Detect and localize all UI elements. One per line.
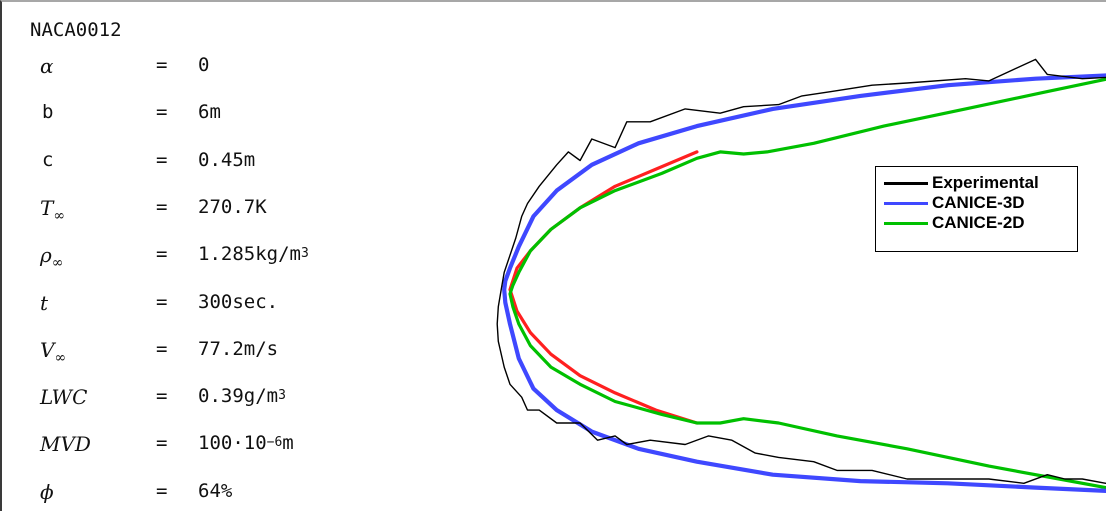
param-value: 6m [198, 101, 221, 123]
parameter-list: α = 0 b = 6m c = 0.45m T∞ = 270.7K ρ∞ = 1.285kg/m3 t = 30… [2, 2, 482, 511]
legend-swatch-canice-3d [884, 202, 928, 205]
param-symbol-text: ρ [40, 243, 52, 268]
param-value-text: 100·10 [198, 432, 267, 455]
chart-title: NACA0012 [30, 19, 122, 41]
param-value-tail: m [282, 432, 294, 455]
series-line-experimental [496, 58, 1106, 484]
legend-entry-canice-2d: CANICE-2D [876, 213, 1077, 233]
param-symbol: ρ∞ [40, 243, 63, 271]
param-symbol: α [40, 54, 54, 78]
param-value: 270.7K [198, 196, 267, 218]
param-symbol: MVD [40, 432, 91, 456]
legend-label-canice-3d: CANICE-3D [932, 193, 1025, 212]
param-equals: = [156, 290, 168, 313]
param-value-text: 270.7K [198, 195, 267, 218]
param-symbol: V∞ [40, 337, 66, 366]
param-value: 300sec. [198, 291, 278, 313]
param-symbol-text: MVD [40, 432, 91, 457]
param-row: b = 6m [2, 101, 482, 131]
param-symbol: b [42, 101, 53, 123]
param-value-text: 77.2m/s [198, 337, 279, 360]
param-symbol: t [40, 291, 48, 315]
legend-swatch-canice-2d [884, 222, 928, 225]
param-value: 0 [198, 54, 209, 76]
series-line-reference [508, 150, 699, 425]
legend-label-canice-2d: CANICE-2D [932, 213, 1025, 232]
param-value-text: 0.39g/m [198, 385, 279, 408]
param-value: 0.39g/m3 [198, 385, 286, 407]
param-symbol: LWC [40, 385, 87, 409]
param-equals: = [156, 148, 168, 171]
series-line-canice-3d [502, 73, 1106, 493]
param-symbol-text: V [40, 337, 55, 362]
param-value-text: 6m [198, 101, 221, 124]
param-value-superscript: 3 [300, 246, 309, 262]
param-symbol: ϕ [40, 480, 54, 504]
param-symbol-text: b [42, 101, 54, 124]
param-value: 1.285kg/m3 [198, 243, 309, 265]
legend-label-experimental: Experimental [932, 173, 1039, 192]
param-value: 100·10−6m [198, 432, 294, 454]
param-equals: = [156, 432, 168, 455]
param-row: α = 0 [2, 54, 482, 84]
param-value-superscript: −6 [266, 435, 283, 451]
param-value-superscript: 3 [278, 388, 286, 404]
param-equals: = [156, 243, 168, 266]
param-symbol-text: LWC [40, 385, 88, 410]
param-row: ρ∞ = 1.285kg/m3 [2, 243, 482, 273]
series-line-canice-2d [508, 77, 1106, 490]
param-symbol-subscript: ∞ [54, 349, 67, 366]
chart-legend: Experimental CANICE-3D CANICE-2D [875, 166, 1078, 252]
param-row: LWC = 0.39g/m3 [2, 385, 482, 415]
param-equals: = [156, 479, 168, 502]
param-row: t = 300sec. [2, 291, 482, 321]
legend-swatch-experimental [884, 182, 928, 185]
param-value-text: 0.45m [198, 148, 256, 171]
legend-entry-canice-3d: CANICE-3D [876, 193, 1077, 213]
param-row: c = 0.45m [2, 149, 482, 179]
param-symbol-text: α [40, 54, 54, 78]
param-symbol: T∞ [40, 195, 65, 224]
param-row: T∞ = 270.7K [2, 196, 482, 226]
param-symbol-text: T [40, 195, 54, 220]
param-symbol-text: c [42, 148, 54, 171]
param-value-text: 0 [198, 54, 210, 76]
param-value-text: 64% [198, 479, 233, 502]
param-value-text: 300sec. [198, 290, 279, 313]
param-row: ϕ = 64% [2, 480, 482, 510]
param-row: V∞ = 77.2m/s [2, 338, 482, 368]
param-value: 0.45m [198, 149, 255, 171]
legend-entry-experimental: Experimental [876, 173, 1077, 193]
param-symbol-subscript: ∞ [51, 255, 64, 272]
param-value: 77.2m/s [198, 338, 278, 360]
param-equals: = [156, 385, 168, 408]
param-symbol-text: t [40, 290, 49, 315]
param-equals: = [156, 195, 168, 218]
param-equals: = [156, 101, 168, 124]
param-symbol-subscript: ∞ [53, 207, 66, 224]
param-value-text: 1.285kg/m [198, 243, 301, 266]
param-row: MVD = 100·10−6m [2, 432, 482, 462]
param-equals: = [156, 337, 168, 360]
param-symbol: c [42, 149, 53, 171]
param-equals: = [156, 54, 168, 76]
param-value: 64% [198, 480, 232, 502]
param-symbol-text: ϕ [40, 479, 54, 504]
